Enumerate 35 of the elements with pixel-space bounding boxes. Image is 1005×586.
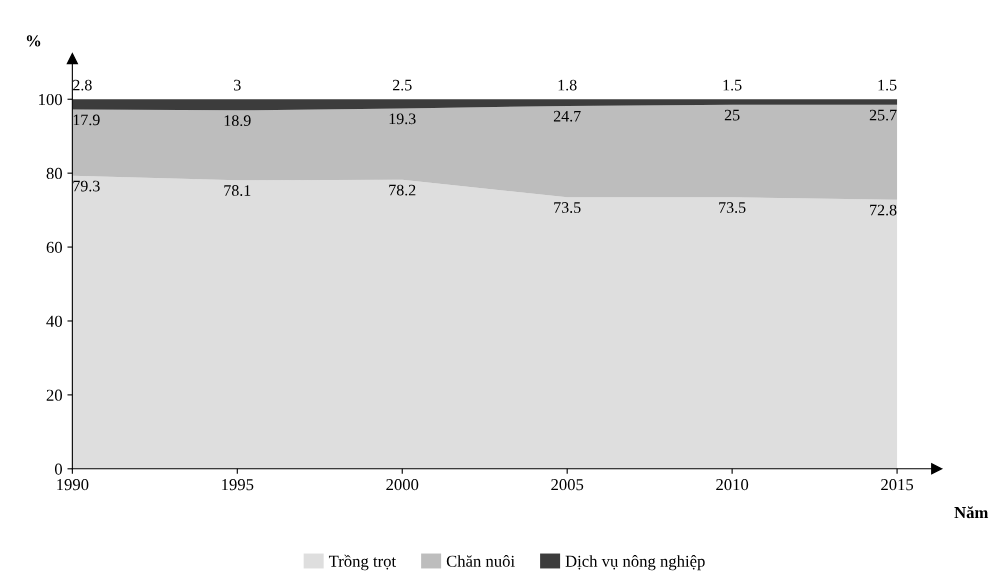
data-label: 1.5 xyxy=(878,79,897,91)
x-tick-label: 2015 xyxy=(881,479,914,491)
legend-label: Trồng trọt xyxy=(328,554,397,571)
data-label: 1.8 xyxy=(558,79,577,91)
x-tick-label: 1995 xyxy=(222,479,254,491)
data-label: 25 xyxy=(724,109,740,121)
y-tick-label: 40 xyxy=(46,315,62,327)
data-label: 2.8 xyxy=(73,79,92,91)
data-label: 72.8 xyxy=(870,204,897,216)
y-tick-label: 20 xyxy=(46,389,62,401)
legend-label: Dịch vụ nông nghiệp xyxy=(565,555,705,571)
data-label: 78.1 xyxy=(224,185,251,196)
y-axis-title: % xyxy=(26,35,41,47)
data-label: 78.2 xyxy=(389,184,416,196)
y-tick-label: 100 xyxy=(39,93,62,106)
data-label: 18.9 xyxy=(224,115,251,127)
legend-label: Chăn nuôi xyxy=(446,555,515,567)
data-label: 73.5 xyxy=(719,202,746,213)
data-label: 3 xyxy=(234,79,241,91)
x-axis-title: Năm xyxy=(954,506,989,519)
x-tick-label: 2005 xyxy=(551,479,584,491)
data-label: 17.9 xyxy=(73,114,100,126)
data-label: 73.5 xyxy=(554,202,581,213)
data-label: 24.7 xyxy=(553,110,581,122)
data-label: 79.3 xyxy=(73,180,100,192)
y-tick-label: 60 xyxy=(46,241,62,254)
y-tick-label: 80 xyxy=(46,167,62,180)
data-label: 19.3 xyxy=(389,113,416,125)
data-label: 25.7 xyxy=(869,109,897,121)
data-label: 1.5 xyxy=(723,79,742,91)
data-label: 2.5 xyxy=(392,79,412,91)
x-tick-label: 1990 xyxy=(57,479,89,491)
x-tick-label: 2010 xyxy=(716,479,749,491)
y-tick-label: 0 xyxy=(54,463,62,475)
x-tick-label: 2000 xyxy=(386,479,419,491)
